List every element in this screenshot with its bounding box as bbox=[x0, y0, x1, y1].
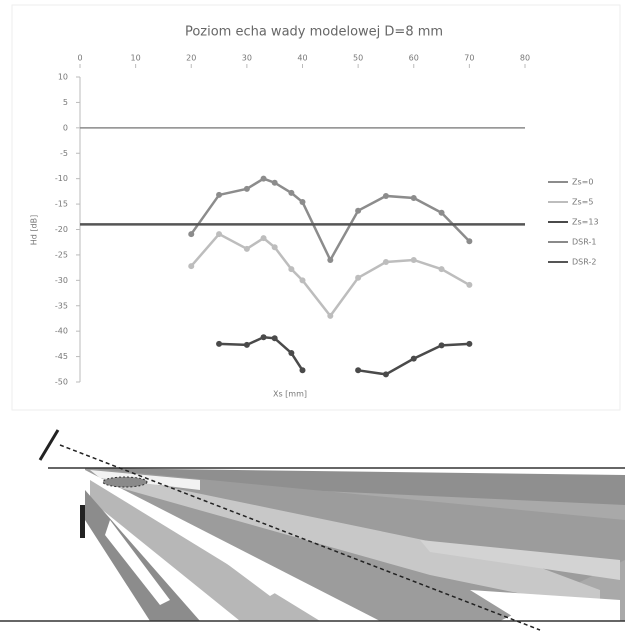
y-tick-label: 10 bbox=[58, 73, 68, 82]
beam-diagram bbox=[0, 430, 625, 630]
page: {"chart_data": {"type": "line", "title":… bbox=[0, 0, 625, 637]
data-point bbox=[411, 356, 417, 362]
legend-label: DSR-1 bbox=[572, 238, 596, 247]
data-point bbox=[327, 257, 333, 263]
y-tick-label: -5 bbox=[60, 149, 68, 158]
x-tick-label: 70 bbox=[464, 54, 474, 63]
y-tick-label: -10 bbox=[55, 174, 68, 183]
data-point bbox=[383, 193, 389, 199]
data-point bbox=[188, 231, 194, 237]
data-point bbox=[216, 231, 222, 237]
data-point bbox=[300, 199, 306, 205]
x-tick-label: 10 bbox=[131, 54, 141, 63]
data-point bbox=[355, 208, 361, 214]
data-point bbox=[300, 277, 306, 283]
data-point bbox=[439, 342, 445, 348]
data-point bbox=[383, 371, 389, 377]
y-tick-label: 5 bbox=[63, 98, 68, 107]
x-axis-label: Xs [mm] bbox=[273, 390, 307, 399]
y-tick-label: -50 bbox=[55, 378, 68, 387]
data-point bbox=[216, 341, 222, 347]
legend-label: DSR-2 bbox=[572, 258, 596, 267]
data-point bbox=[383, 259, 389, 265]
data-point bbox=[272, 244, 278, 250]
data-point bbox=[244, 186, 250, 192]
y-tick-label: -30 bbox=[55, 276, 68, 285]
data-point bbox=[244, 342, 250, 348]
data-point bbox=[327, 313, 333, 319]
data-point bbox=[300, 367, 306, 373]
chart-frame bbox=[12, 5, 620, 410]
y-tick-label: -25 bbox=[55, 250, 68, 259]
legend-label: Zs=13 bbox=[572, 218, 599, 227]
y-tick-label: 0 bbox=[63, 123, 68, 132]
figure: Poziom echa wady modelowej D=8 mm Xs [mm… bbox=[0, 0, 625, 637]
data-point bbox=[261, 176, 267, 182]
data-point bbox=[272, 335, 278, 341]
data-point bbox=[466, 341, 472, 347]
data-point bbox=[288, 266, 294, 272]
data-point bbox=[272, 180, 278, 186]
data-point bbox=[261, 334, 267, 340]
data-point bbox=[244, 246, 250, 252]
legend-label: Zs=5 bbox=[572, 198, 593, 207]
x-tick-label: 80 bbox=[520, 54, 530, 63]
data-point bbox=[261, 235, 267, 241]
data-point bbox=[466, 238, 472, 244]
data-point bbox=[188, 263, 194, 269]
data-point bbox=[355, 367, 361, 373]
data-point bbox=[411, 195, 417, 201]
x-tick-label: 40 bbox=[297, 54, 307, 63]
data-point bbox=[216, 192, 222, 198]
data-point bbox=[355, 275, 361, 281]
data-point bbox=[288, 350, 294, 356]
legend-label: Zs=0 bbox=[572, 178, 593, 187]
chart-title: Poziom echa wady modelowej D=8 mm bbox=[185, 25, 443, 40]
x-tick-label: 30 bbox=[242, 54, 252, 63]
y-tick-label: -15 bbox=[55, 200, 68, 209]
x-tick-label: 50 bbox=[353, 54, 363, 63]
y-tick-label: -40 bbox=[55, 327, 68, 336]
data-point bbox=[466, 282, 472, 288]
y-tick-label: -35 bbox=[55, 301, 68, 310]
data-point bbox=[439, 266, 445, 272]
y-axis-label: Hd [dB] bbox=[30, 215, 39, 245]
x-tick-label: 20 bbox=[186, 54, 196, 63]
x-tick-label: 0 bbox=[77, 54, 82, 63]
x-tick-label: 60 bbox=[409, 54, 419, 63]
data-point bbox=[439, 210, 445, 216]
y-tick-label: -45 bbox=[55, 352, 68, 361]
data-point bbox=[411, 257, 417, 263]
data-point bbox=[288, 190, 294, 196]
y-tick-label: -20 bbox=[55, 225, 68, 234]
